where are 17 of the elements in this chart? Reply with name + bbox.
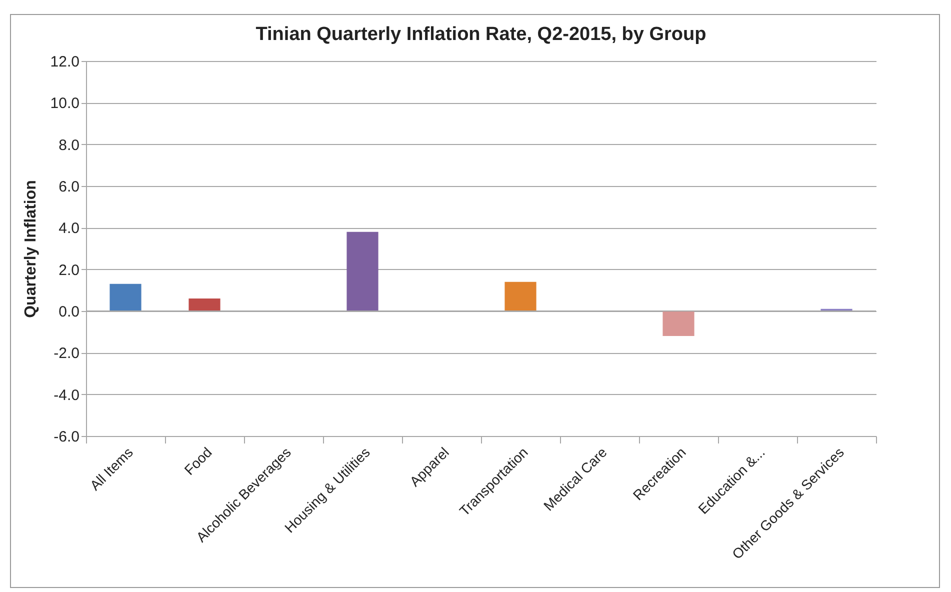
chart-title: Tinian Quarterly Inflation Rate, Q2-2015, by Group [256,24,706,45]
y-tick-label: -6.0 [54,428,80,446]
y-tick-label: 12.0 [50,54,80,70]
y-tick-label: 0.0 [58,304,80,320]
bar [346,232,378,311]
y-tick-label: -2.0 [54,345,80,362]
bar [504,282,536,311]
y-tick-label: 10.0 [50,95,80,112]
bar [662,311,694,336]
y-tick-label: -4.0 [54,386,80,404]
y-tick-label: 8.0 [58,136,80,154]
bar [188,298,220,311]
bar [110,284,142,311]
y-tick-label: 2.0 [58,262,80,279]
y-axis-title: Quarterly Inflation [22,180,40,318]
y-tick-label: 6.0 [58,178,80,196]
y-tick-label: 4.0 [58,220,80,238]
